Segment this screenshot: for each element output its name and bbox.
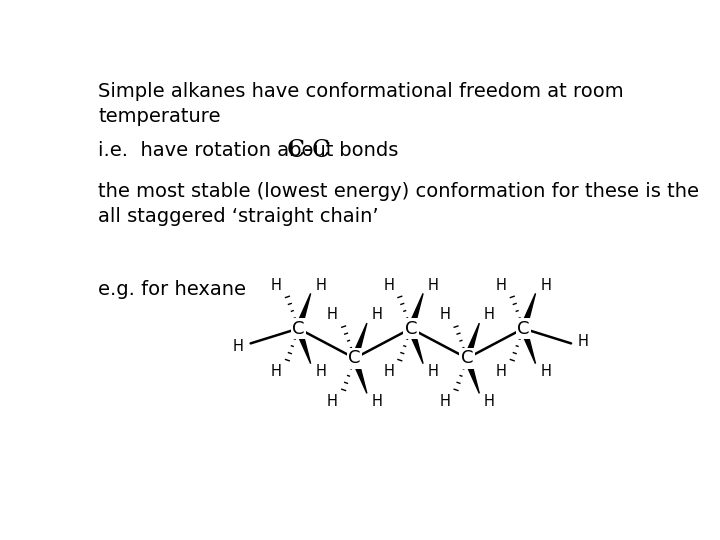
Text: i.e.  have rotation about: i.e. have rotation about <box>99 140 340 159</box>
Polygon shape <box>521 327 536 363</box>
Polygon shape <box>521 293 536 329</box>
Polygon shape <box>464 357 480 393</box>
Text: H: H <box>327 307 338 322</box>
Text: H: H <box>495 278 506 293</box>
Text: C: C <box>292 320 305 338</box>
Text: H: H <box>495 364 506 380</box>
Text: H: H <box>271 364 282 380</box>
Polygon shape <box>295 293 310 329</box>
Polygon shape <box>464 323 480 359</box>
Text: H: H <box>271 278 282 293</box>
Text: Simple alkanes have conformational freedom at room: Simple alkanes have conformational freed… <box>99 82 624 102</box>
Text: H: H <box>372 307 382 322</box>
Text: H: H <box>372 394 382 409</box>
Polygon shape <box>408 293 423 329</box>
Text: H: H <box>439 307 450 322</box>
Text: H: H <box>540 278 551 293</box>
Polygon shape <box>295 327 310 363</box>
Text: H: H <box>233 339 244 354</box>
Text: temperature: temperature <box>99 107 221 126</box>
Text: all staggered ‘straight chain’: all staggered ‘straight chain’ <box>99 207 379 226</box>
Text: H: H <box>383 364 394 380</box>
Text: H: H <box>315 278 326 293</box>
Text: H: H <box>315 364 326 380</box>
Polygon shape <box>351 357 367 393</box>
Text: e.g. for hexane: e.g. for hexane <box>99 280 246 299</box>
Text: C: C <box>348 349 361 367</box>
Text: H: H <box>578 334 589 349</box>
Text: H: H <box>484 394 495 409</box>
Text: bonds: bonds <box>333 140 398 159</box>
Text: H: H <box>327 394 338 409</box>
Polygon shape <box>408 327 423 363</box>
Text: H: H <box>383 278 394 293</box>
Text: C-C: C-C <box>287 139 330 161</box>
Text: H: H <box>439 394 450 409</box>
Text: H: H <box>428 278 438 293</box>
Polygon shape <box>351 323 367 359</box>
Text: H: H <box>484 307 495 322</box>
Text: the most stable (lowest energy) conformation for these is the: the most stable (lowest energy) conforma… <box>99 182 699 201</box>
Text: C: C <box>461 349 473 367</box>
Text: H: H <box>540 364 551 380</box>
Text: C: C <box>517 320 529 338</box>
Text: C: C <box>405 320 417 338</box>
Text: H: H <box>428 364 438 380</box>
